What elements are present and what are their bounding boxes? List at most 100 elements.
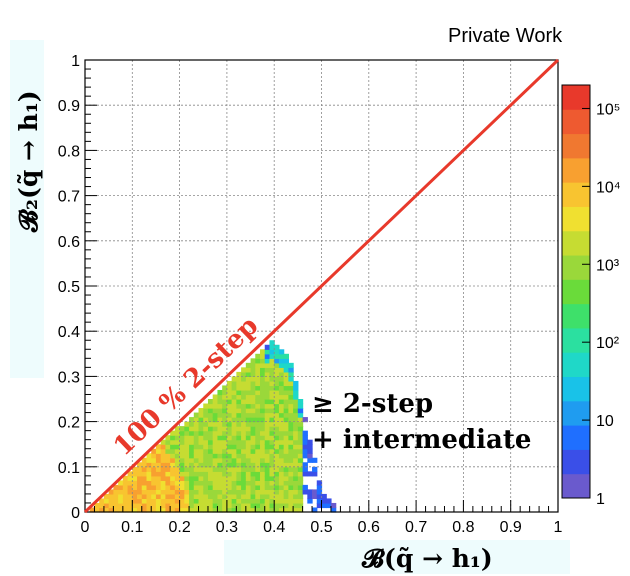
heatmap-cell <box>255 484 261 490</box>
heatmap-cell <box>174 457 181 463</box>
heatmap-cell <box>122 480 129 486</box>
heatmap-cell <box>184 444 190 450</box>
heatmap-cell <box>312 471 318 477</box>
heatmap-cell <box>155 453 162 459</box>
heatmap-cell <box>217 403 223 409</box>
heatmap-cell <box>241 408 247 414</box>
heatmap-cell <box>170 507 176 513</box>
heatmap-cell <box>274 448 280 454</box>
heatmap-cell <box>288 426 294 432</box>
heatmap-cell <box>241 367 247 373</box>
heatmap-cell <box>179 426 185 432</box>
heatmap-cell <box>260 439 266 445</box>
heatmap-cell <box>226 389 233 396</box>
heatmap-cell <box>127 489 133 495</box>
heatmap-cell <box>151 489 157 495</box>
heatmap-cell <box>236 466 242 472</box>
heatmap-cell <box>189 466 195 472</box>
heatmap-cell <box>297 484 304 490</box>
heatmap-cell <box>231 439 237 445</box>
heatmap-cell <box>226 502 233 509</box>
heatmap-cell <box>264 453 271 459</box>
heatmap-cell <box>141 466 148 472</box>
heatmap-cell <box>250 380 256 387</box>
heatmap-cell <box>288 484 294 490</box>
heatmap-cell <box>297 444 304 450</box>
heatmap-cell <box>274 344 280 350</box>
heatmap-cell <box>293 448 299 454</box>
heatmap-cell <box>127 498 133 504</box>
y-tick-label: 1 <box>71 53 80 70</box>
heatmap-cell <box>241 466 247 472</box>
heatmap-cell <box>127 480 133 486</box>
heatmap-cell <box>193 417 200 423</box>
heatmap-cell <box>226 453 233 459</box>
heatmap-cell <box>165 457 171 463</box>
heatmap-cell <box>283 399 289 405</box>
heatmap-cell <box>264 403 271 409</box>
heatmap-cell <box>293 502 299 509</box>
heatmap-cell <box>278 444 285 450</box>
heatmap-cell <box>203 435 209 441</box>
heatmap-cell <box>278 399 285 405</box>
heatmap-cell <box>260 426 266 432</box>
heatmap-cell <box>165 471 171 477</box>
heatmap-cell <box>231 475 237 481</box>
heatmap-cell <box>160 475 167 481</box>
heatmap-cell <box>245 493 252 500</box>
heatmap-cell <box>288 376 294 382</box>
heatmap-cell <box>236 417 242 423</box>
heatmap-cell <box>297 493 304 500</box>
heatmap-cell <box>198 471 204 477</box>
heatmap-cell <box>302 466 308 472</box>
heatmap-cell <box>260 475 266 481</box>
colorbar-tick-label: 1 <box>596 491 605 508</box>
heatmap-cell <box>226 412 233 418</box>
heatmap-cell <box>260 412 266 418</box>
colorbar-segment <box>562 206 590 232</box>
heatmap-cell <box>151 498 157 504</box>
heatmap-cell <box>193 466 200 472</box>
heatmap-cell <box>288 439 294 445</box>
heatmap-cell <box>293 462 299 468</box>
heatmap-cell <box>283 448 289 454</box>
heatmap-cell <box>198 493 204 500</box>
heatmap-cell <box>274 353 280 359</box>
heatmap-cell <box>212 484 219 490</box>
heatmap-cell <box>297 471 304 477</box>
heatmap-cell <box>222 489 228 495</box>
heatmap-cell <box>283 484 289 490</box>
colorbar-segment <box>562 376 590 402</box>
heatmap-cell <box>89 507 96 513</box>
heatmap-cell <box>260 403 266 409</box>
heatmap-cell <box>255 408 261 414</box>
heatmap-cell <box>302 444 308 450</box>
heatmap-cell <box>264 380 271 387</box>
heatmap-cell <box>184 493 190 500</box>
x-tick-label: 0.5 <box>310 519 332 536</box>
heatmap-cell <box>274 507 280 513</box>
heatmap-cell <box>269 403 275 409</box>
heatmap-cell <box>203 480 209 486</box>
heatmap-cell <box>184 475 190 481</box>
heatmap-cell <box>250 448 256 454</box>
heatmap-cell <box>288 389 294 396</box>
heatmap-cell <box>255 439 261 445</box>
heatmap-cell <box>236 471 242 477</box>
heatmap-cell <box>212 399 219 405</box>
heatmap-cell <box>179 498 185 504</box>
heatmap-cell <box>170 466 176 472</box>
heatmap-cell <box>269 489 275 495</box>
heatmap-cell <box>207 471 214 477</box>
heatmap-cell <box>278 498 285 504</box>
heatmap-cell <box>245 408 252 414</box>
heatmap-cell <box>250 493 256 500</box>
heatmap-cell <box>226 403 233 409</box>
heatmap-cell <box>293 403 299 409</box>
heatmap-cell <box>160 457 167 463</box>
heatmap-cell <box>283 457 289 463</box>
heatmap-cell <box>179 439 185 445</box>
heatmap-cell <box>207 403 214 409</box>
heatmap-cell <box>198 489 204 495</box>
x-tick-label: 0.1 <box>121 519 143 536</box>
